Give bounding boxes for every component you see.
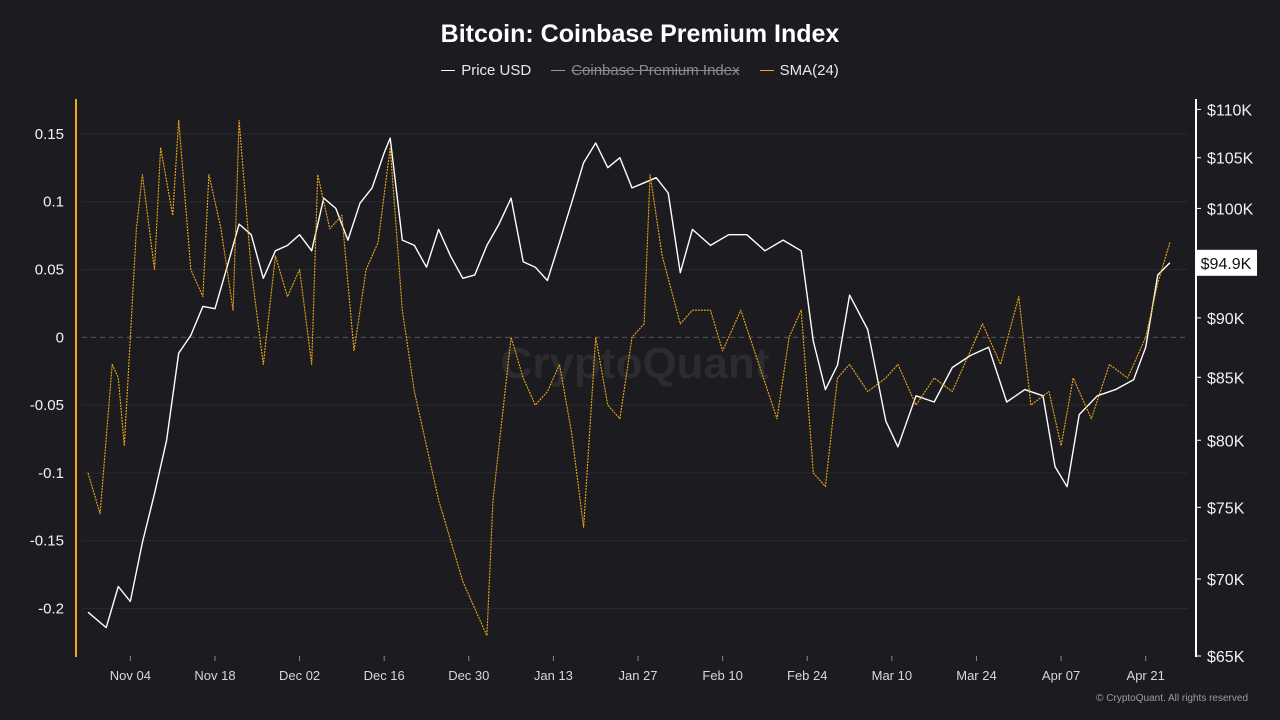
y-right-tick-label: $110K	[1207, 102, 1252, 119]
y-right-tick-label: $100K	[1207, 201, 1254, 218]
y-right-tick-label: $70K	[1207, 572, 1245, 589]
y-right-tick-label: $85K	[1207, 370, 1245, 387]
legend-item-price[interactable]: Price USD	[441, 62, 531, 79]
legend-label-premium: Coinbase Premium Index	[571, 62, 740, 79]
current-price-label: $94.9K	[1201, 256, 1252, 273]
legend-label-price: Price USD	[461, 62, 532, 79]
x-tick-label: Feb 10	[702, 668, 742, 683]
x-tick-label: Dec 16	[364, 668, 405, 683]
x-tick-label: Jan 27	[618, 668, 657, 683]
y-left-tick-label: -0.05	[30, 397, 64, 414]
y-right-tick-label: $65K	[1207, 649, 1245, 666]
watermark: CryptoQuant	[501, 339, 770, 388]
y-left-tick-label: -0.2	[38, 601, 64, 618]
x-tick-label: Nov 04	[110, 668, 151, 683]
price-usd-line	[87, 137, 1171, 629]
sma24-line	[87, 119, 1171, 637]
x-tick-label: Jan 13	[534, 668, 573, 683]
x-tick-label: Nov 18	[194, 668, 235, 683]
y-left-tick-label: -0.1	[38, 465, 64, 482]
legend: Price USD Coinbase Premium Index SMA(24)	[0, 62, 1280, 79]
y-right-tick-label: $90K	[1207, 311, 1245, 328]
x-tick-label: Feb 24	[787, 668, 827, 683]
legend-item-premium[interactable]: Coinbase Premium Index	[551, 62, 740, 79]
y-left-tick-label: 0.05	[35, 262, 64, 279]
y-left-tick-label: -0.15	[30, 533, 64, 550]
footer-copyright: © CryptoQuant. All rights reserved	[1096, 693, 1248, 704]
current-price-badge	[1196, 249, 1257, 276]
legend-item-sma[interactable]: SMA(24)	[759, 62, 839, 79]
x-tick-label: Dec 30	[448, 668, 489, 683]
tick-labels: 0.15 0.1 0.05 0 -0.05 -0.1 -0.15 -0.2 $65K $70K $7…	[30, 102, 1257, 683]
axes	[75, 99, 1201, 661]
x-tick-label: Dec 02	[279, 668, 320, 683]
y-right-tick-label: $80K	[1207, 433, 1245, 450]
y-left-tick-label: 0.1	[43, 194, 64, 211]
legend-label-sma: SMA(24)	[779, 62, 839, 79]
y-right-tick-label: $75K	[1207, 500, 1245, 517]
x-tick-label: Apr 07	[1042, 668, 1080, 683]
y-right-tick-label: $105K	[1207, 151, 1254, 168]
series-lines	[87, 119, 1171, 637]
y-left-tick-label: 0	[56, 329, 64, 346]
chart-title: Bitcoin: Coinbase Premium Index	[440, 20, 840, 48]
x-tick-label: Mar 24	[956, 668, 996, 683]
legend-swatch-sma	[759, 70, 774, 71]
grid-lines	[82, 133, 1188, 610]
x-tick-label: Mar 10	[872, 668, 912, 683]
x-tick-label: Apr 21	[1127, 668, 1165, 683]
legend-swatch-price	[441, 70, 456, 71]
legend-swatch-premium	[551, 70, 566, 71]
y-left-tick-label: 0.15	[35, 126, 64, 143]
